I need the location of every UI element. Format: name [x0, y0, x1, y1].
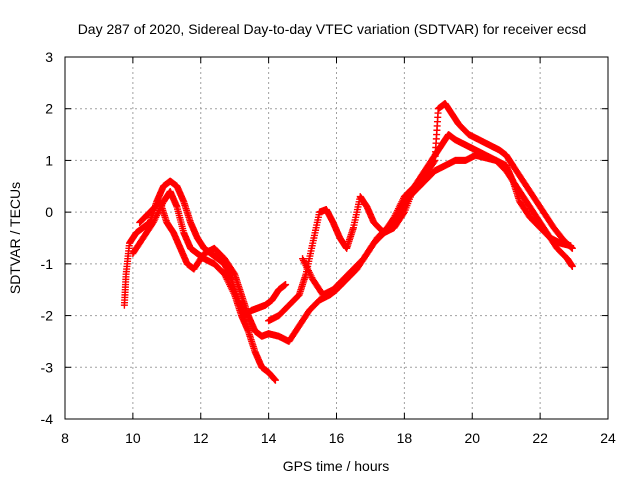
data-point: [568, 262, 576, 270]
chart-title: Day 287 of 2020, Sidereal Day-to-day VTE…: [78, 21, 587, 37]
x-tick-label: 20: [464, 430, 480, 446]
y-tick-label: 1: [45, 152, 53, 168]
x-tick-label: 12: [193, 430, 209, 446]
x-tick-label: 24: [600, 430, 616, 446]
data-point: [568, 244, 576, 252]
data-points: [120, 100, 576, 384]
y-tick-label: -1: [41, 256, 54, 272]
x-axis-label: GPS time / hours: [283, 458, 390, 474]
y-tick-label: -4: [41, 411, 54, 427]
x-tick-label: 8: [61, 430, 69, 446]
x-tick-label: 16: [329, 430, 345, 446]
x-tick-label: 22: [532, 430, 548, 446]
x-tick-label: 18: [397, 430, 413, 446]
y-axis-label: SDTVAR / TECUs: [7, 182, 23, 294]
series-track-e: [299, 100, 576, 299]
y-tick-label: -2: [41, 308, 54, 324]
y-tick-label: -3: [41, 359, 54, 375]
x-tick-label: 14: [261, 430, 277, 446]
data-point: [430, 158, 438, 166]
y-tick-label: 3: [45, 49, 53, 65]
y-tick-label: 2: [45, 101, 53, 117]
data-point: [282, 281, 290, 289]
series-track-a: [120, 177, 290, 320]
series-track-b: [129, 187, 279, 384]
data-point: [271, 376, 279, 384]
y-tick-label: 0: [45, 204, 53, 220]
x-tick-label: 10: [125, 430, 141, 446]
grid: [65, 57, 608, 419]
